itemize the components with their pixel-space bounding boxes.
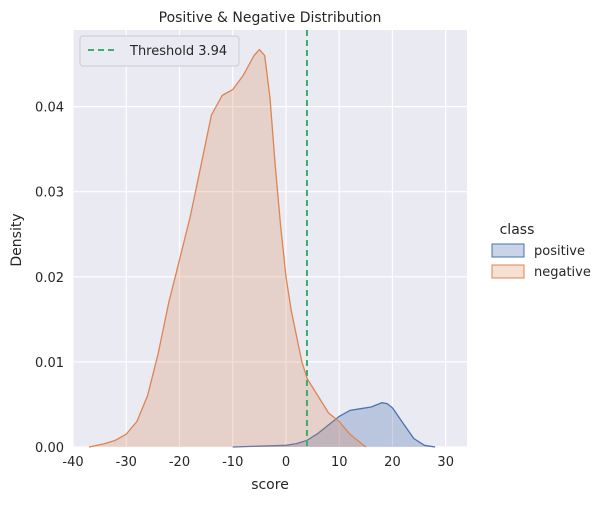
x-tick-label: 10 — [331, 455, 348, 470]
legend-label-positive: positive — [534, 244, 585, 259]
density-fill-negative — [89, 49, 366, 447]
density-line-negative — [88, 48, 367, 448]
x-tick-labels: -40 -30 -20 -10 0 10 20 30 — [62, 455, 454, 470]
class-legend: class positive negative — [491, 222, 591, 280]
x-tick-label: 30 — [437, 455, 454, 470]
threshold-legend-box — [79, 35, 240, 67]
y-tick-label: 0.03 — [35, 186, 64, 201]
x-tick-label: 20 — [384, 455, 401, 470]
y-tick-label: 0.04 — [35, 101, 64, 116]
x-tick-label: -30 — [116, 455, 137, 470]
density-areas — [88, 48, 436, 448]
x-tick-label: -20 — [169, 455, 190, 470]
density-fill-positive — [232, 402, 436, 447]
x-tick-label: -10 — [222, 455, 243, 470]
threshold-legend: Threshold 3.94 — [79, 35, 240, 67]
class-legend-title: class — [500, 222, 535, 238]
y-tick-labels: 0.00 0.01 0.02 0.03 0.04 — [35, 101, 64, 456]
x-axis-label: score — [251, 477, 289, 493]
legend-swatch-negative — [491, 264, 525, 279]
threshold-legend-label: Threshold 3.94 — [129, 44, 227, 59]
grid-lines — [72, 30, 467, 448]
chart-title: Positive & Negative Distribution — [159, 10, 382, 26]
y-tick-label: 0.00 — [35, 441, 64, 456]
x-tick-label: 0 — [282, 455, 290, 470]
y-tick-label: 0.01 — [35, 356, 64, 371]
legend-label-negative: negative — [534, 265, 591, 280]
x-tick-label: -40 — [62, 455, 83, 470]
y-tick-label: 0.02 — [35, 271, 64, 286]
legend-swatch-positive — [491, 243, 525, 258]
y-axis-label: Density — [9, 213, 25, 266]
density-line-positive — [232, 402, 436, 448]
